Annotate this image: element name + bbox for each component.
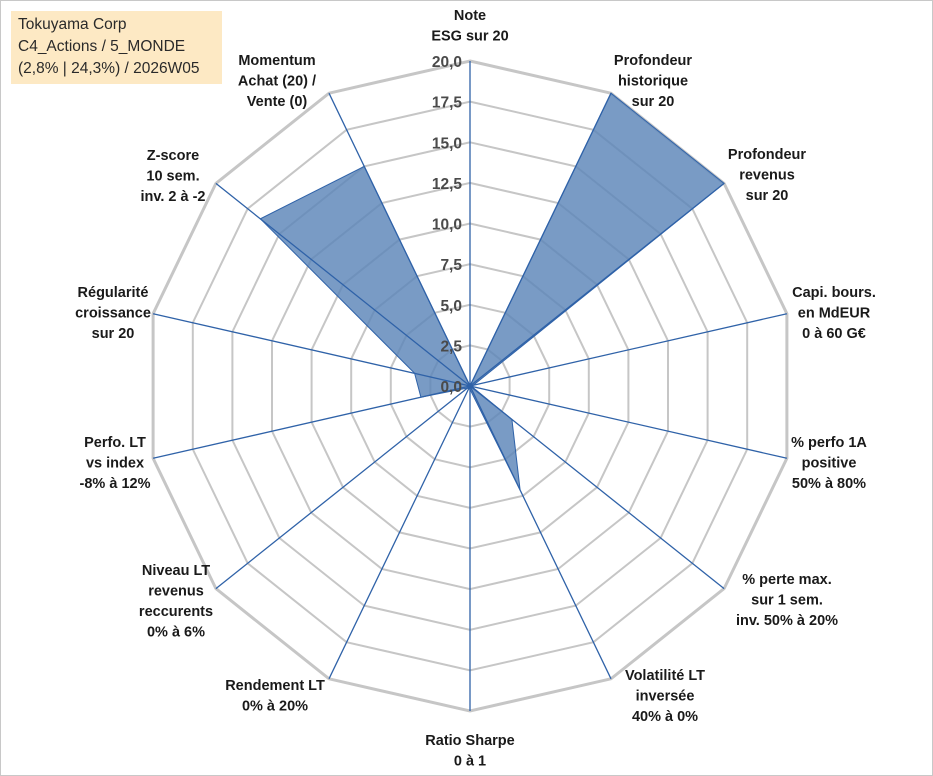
axis-label: Z-score 10 sem. inv. 2 à -2 [140, 148, 205, 205]
axis-label: % perfo 1A positive 50% à 80% [791, 435, 867, 492]
axis-label: Volatilité LT inversée 40% à 0% [625, 668, 705, 725]
portfolio-category: C4_Actions / 5_MONDE [18, 38, 186, 55]
axis-spoke [328, 92, 471, 387]
tick-label: 10,0 [432, 217, 462, 234]
axis-spoke [152, 385, 471, 459]
tick-label: 12,5 [432, 176, 463, 193]
axis-label: Régularité croissance sur 20 [75, 285, 151, 342]
axis-spoke [469, 385, 612, 680]
axis-label: Profondeur historique sur 20 [614, 53, 692, 110]
radar-tick-labels: 0,0 2,5 5,0 7,5 10,0 12,5 15,0 17,5 20,0 [432, 54, 463, 396]
tick-label: 7,5 [440, 257, 462, 274]
axis-label: Ratio Sharpe 0 à 1 [425, 733, 514, 770]
axis-label: Momentum Achat (20) / Vente (0) [238, 53, 316, 110]
axis-label: Capi. bours. en MdEUR 0 à 60 G€ [792, 285, 876, 342]
axis-label: Niveau LT revenus reccurents 0% à 6% [139, 563, 213, 641]
axis-spoke [469, 385, 725, 590]
chart-title-box: Tokuyama Corp C4_Actions / 5_MONDE (2,8%… [11, 11, 222, 84]
tick-label: 2,5 [440, 338, 462, 355]
tick-label: 15,0 [432, 135, 462, 152]
axis-label: % perte max. sur 1 sem. inv. 50% à 20% [736, 572, 838, 629]
axis-spoke [469, 92, 612, 387]
axis-spoke [328, 385, 471, 680]
tick-label: 17,5 [432, 95, 463, 112]
period-info: (2,8% | 24,3%) / 2026W05 [18, 60, 200, 77]
radar-axis-labels: Note ESG sur 20 Profondeur historique sur 20… [75, 8, 876, 770]
radar-series [259, 92, 725, 491]
axis-spoke [469, 182, 725, 387]
tick-label: 20,0 [432, 54, 462, 71]
radar-spokes [152, 61, 788, 711]
axis-label: Note ESG sur 20 [431, 8, 508, 45]
series-area [259, 92, 725, 491]
tick-label: 5,0 [440, 298, 462, 315]
axis-spoke [469, 313, 788, 387]
axis-spoke [469, 385, 788, 459]
axis-label: Rendement LT 0% à 20% [225, 678, 325, 715]
axis-label: Perfo. LT vs index -8% à 12% [80, 435, 151, 492]
axis-spoke [215, 385, 471, 590]
company-name: Tokuyama Corp [18, 16, 127, 33]
tick-label: 0,0 [440, 379, 462, 396]
axis-spoke [215, 182, 471, 387]
axis-label: Profondeur revenus sur 20 [728, 147, 806, 204]
axis-spoke [152, 313, 471, 387]
